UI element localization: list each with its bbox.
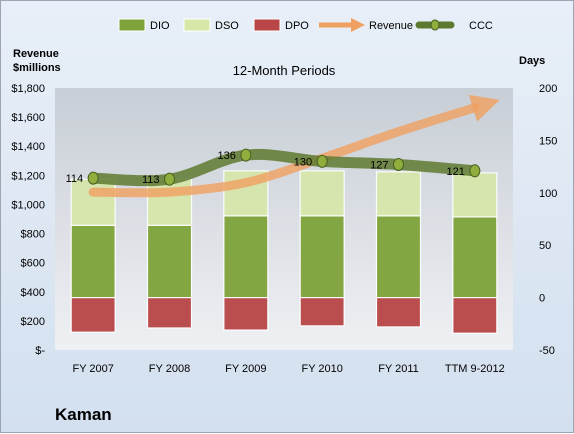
- bar-dpo: [70, 297, 116, 333]
- bar-dpo: [452, 297, 498, 334]
- bar-dio: [223, 215, 269, 299]
- ccc-data-label: 130: [294, 156, 312, 168]
- revenue-line: [88, 103, 480, 198]
- legend-label: DSO: [215, 20, 239, 32]
- ccc-point: [393, 158, 404, 172]
- right-tick-label: 200: [539, 83, 557, 95]
- ccc-line: [87, 148, 481, 187]
- left-tick-label: $1,000: [11, 199, 45, 211]
- bar-dpo: [223, 297, 269, 331]
- bar-dpo: [146, 297, 193, 329]
- plot-area: [55, 88, 513, 350]
- left-tick-label: $800: [21, 229, 45, 241]
- bar-dpo: [299, 297, 345, 327]
- left-tick-label: $1,200: [11, 170, 45, 182]
- left-tick-label: $1,600: [11, 112, 45, 124]
- legend-label: CCC: [469, 20, 493, 32]
- left-axis-title-line1: Revenue: [13, 48, 59, 60]
- left-tick-label: $400: [21, 287, 45, 299]
- legend-label: DPO: [285, 20, 309, 32]
- ccc-point: [469, 164, 481, 178]
- ccc-point: [316, 154, 328, 168]
- x-tick-label: FY 2010: [301, 363, 342, 375]
- x-tick-label: FY 2011: [378, 363, 419, 375]
- bar-dio: [70, 224, 116, 299]
- bar-dio: [375, 215, 422, 299]
- bar-dso: [452, 172, 498, 218]
- right-tick-label: 0: [539, 293, 545, 305]
- bar-dio: [452, 216, 498, 299]
- bar-dso: [70, 178, 116, 226]
- x-tick-label: FY 2008: [149, 363, 190, 375]
- company-name: Kaman: [55, 405, 112, 424]
- revenue-arrowhead: [468, 94, 500, 122]
- x-tick-label: FY 2009: [225, 363, 266, 375]
- legend-swatch: [118, 18, 146, 32]
- left-tick-label: $200: [21, 316, 45, 328]
- bar-dio: [299, 215, 345, 299]
- legend-swatch: [253, 18, 281, 32]
- legend-label: Revenue: [369, 20, 413, 32]
- ccc-point: [87, 171, 99, 185]
- right-axis-title: Days: [519, 55, 546, 67]
- right-tick-label: 100: [539, 188, 557, 200]
- legend-label: DIO: [150, 20, 170, 32]
- chart-title: 12-Month Periods: [233, 63, 336, 78]
- ccc-point: [164, 172, 175, 186]
- left-tick-label: $600: [21, 258, 45, 270]
- left-tick-label: $1,800: [11, 83, 45, 95]
- right-tick-label: 50: [539, 240, 551, 252]
- left-tick-label: $1,400: [11, 141, 45, 153]
- left-tick-label: $-: [35, 345, 45, 357]
- left-axis-title-line2: $millions: [13, 62, 61, 74]
- right-tick-label: 150: [539, 135, 557, 147]
- ccc-data-label: 136: [217, 150, 235, 162]
- legend-swatch-dot: [430, 19, 440, 31]
- x-tick-label: FY 2007: [72, 363, 113, 375]
- ccc-point: [240, 148, 252, 162]
- ccc-data-label: 114: [66, 173, 84, 185]
- x-tick-label: TTM 9-2012: [445, 363, 505, 375]
- bar-dso: [375, 171, 422, 217]
- bar-dso: [299, 170, 345, 217]
- ccc-data-label: 127: [370, 160, 388, 172]
- left-axis-title: Revenue $millions: [13, 47, 61, 75]
- legend-swatch: [183, 18, 211, 32]
- bar-dio: [146, 224, 193, 299]
- bar-dpo: [375, 297, 422, 328]
- ccc-data-label: 113: [142, 174, 160, 186]
- legend-swatch-head: [351, 18, 365, 32]
- right-tick-label: -50: [539, 345, 555, 357]
- ccc-data-label: 121: [446, 166, 464, 178]
